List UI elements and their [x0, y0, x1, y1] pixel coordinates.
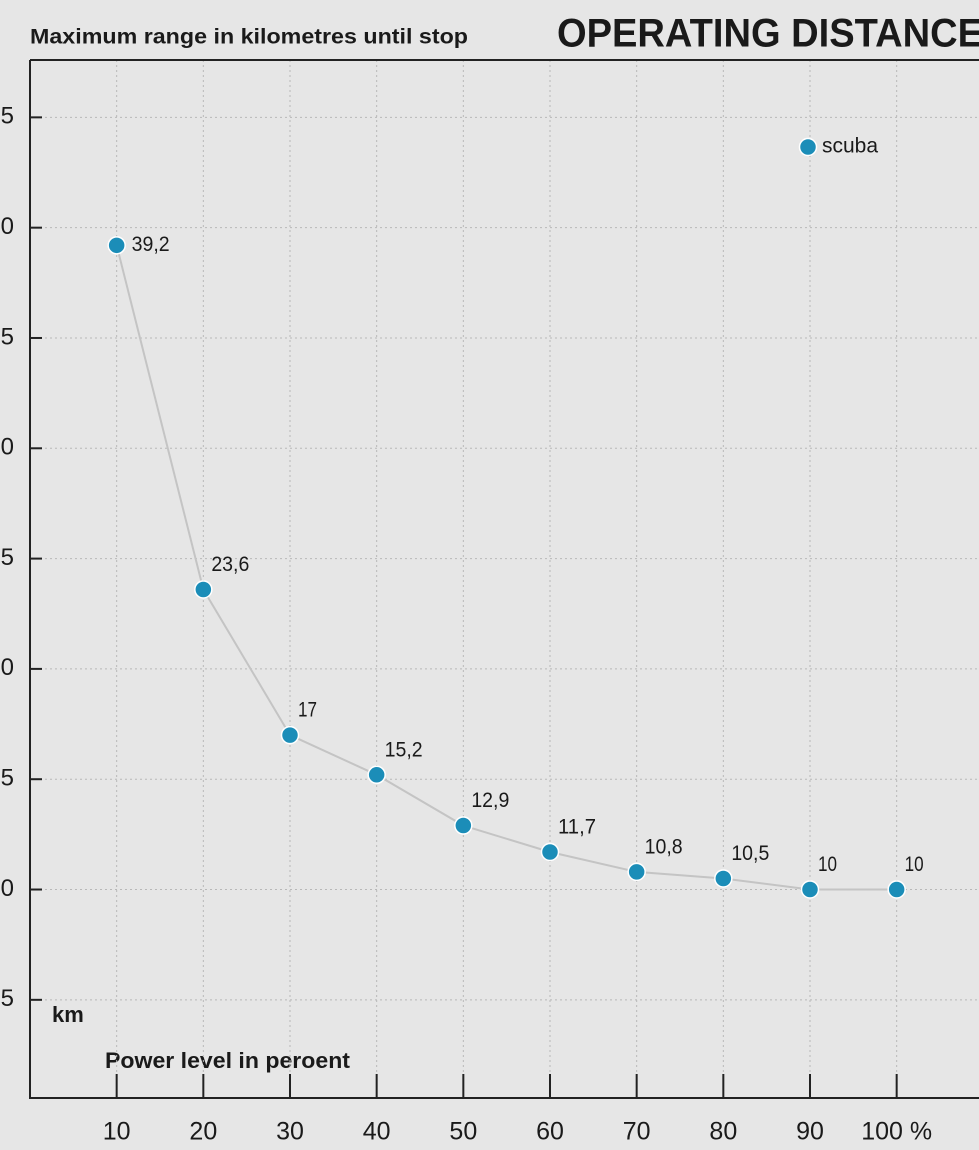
plot-frame — [29, 59, 979, 1099]
data-label: 15,2 — [385, 738, 423, 761]
x-tick-label: 90 — [796, 1118, 824, 1146]
y-tick-label: 10 — [0, 875, 14, 902]
y-tick-label: 25 — [0, 544, 14, 571]
y-tick-label: 40 — [0, 213, 14, 240]
data-label: 17 — [298, 699, 317, 722]
data-label: 10,8 — [645, 835, 683, 858]
x-tick-label: 20 — [189, 1118, 217, 1146]
data-point — [714, 869, 733, 888]
data-label: 11,7 — [558, 816, 596, 839]
x-tick-label: 70 — [623, 1118, 651, 1146]
x-tick-label: 80 — [709, 1118, 737, 1146]
y-axis-label: km — [52, 1002, 84, 1027]
y-tick-label: 45 — [0, 103, 14, 130]
data-point — [194, 580, 213, 599]
data-point — [107, 236, 126, 255]
data-point — [887, 880, 906, 899]
x-tick-label: 60 — [536, 1118, 564, 1146]
chart-title: OPERATING DISTANCE — [557, 12, 979, 56]
y-tick-label: 15 — [0, 765, 14, 792]
data-label: 23,6 — [211, 553, 249, 576]
data-label: 12,9 — [471, 789, 509, 812]
x-axis-label: Power level in peroent — [105, 1048, 351, 1073]
data-point — [280, 725, 300, 745]
data-point — [627, 862, 646, 882]
data-label: 10 — [905, 853, 924, 876]
chart-subtitle: Maximum range in kilometres until stop — [30, 26, 468, 49]
data-label: 39,2 — [132, 233, 170, 256]
legend-label: scuba — [822, 135, 878, 158]
data-label: 10 — [818, 853, 837, 876]
data-point — [800, 880, 820, 899]
x-tick-label: 30 — [276, 1118, 304, 1146]
y-tick-label: 35 — [0, 323, 14, 350]
data-point — [540, 842, 560, 862]
data-point — [367, 765, 386, 785]
x-tick-label: 50 — [449, 1118, 477, 1146]
data-point — [454, 816, 473, 835]
data-label: 10,5 — [731, 842, 769, 865]
x-tick-label: 10 — [103, 1118, 131, 1146]
y-tick-label: 20 — [0, 654, 14, 681]
line — [115, 245, 897, 891]
x-tick-label: 100 % — [861, 1118, 932, 1146]
x-tick-label: 40 — [363, 1118, 391, 1146]
y-tick-label: 5 — [1, 985, 14, 1012]
y-tick-label: 30 — [0, 434, 14, 461]
legend-marker — [798, 137, 818, 157]
